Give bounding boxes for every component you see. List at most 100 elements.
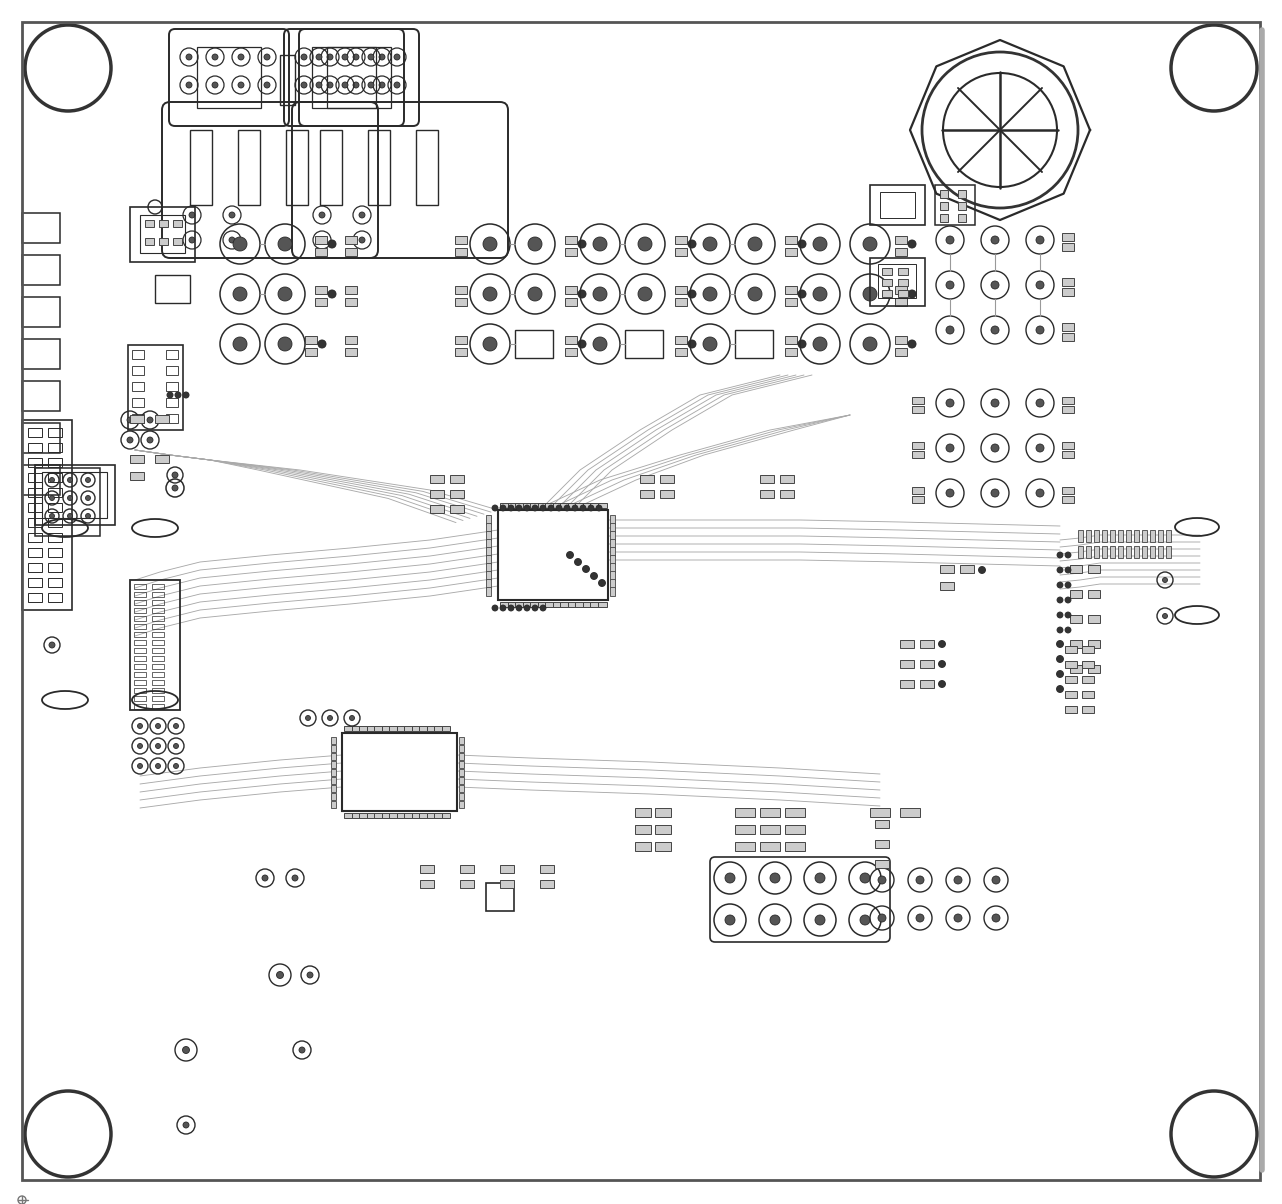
Bar xyxy=(1070,665,1082,673)
Circle shape xyxy=(813,337,827,352)
Circle shape xyxy=(908,290,917,299)
Bar xyxy=(22,297,60,327)
Bar xyxy=(785,842,805,851)
Bar xyxy=(1082,706,1094,713)
Circle shape xyxy=(176,393,181,399)
Bar xyxy=(1061,278,1074,287)
Bar xyxy=(779,476,794,483)
Bar xyxy=(351,813,359,818)
Bar xyxy=(785,299,797,306)
Bar xyxy=(153,704,164,709)
Bar xyxy=(565,236,577,244)
Bar xyxy=(486,515,491,524)
Bar xyxy=(135,672,146,677)
Circle shape xyxy=(264,54,271,60)
Circle shape xyxy=(319,212,326,218)
Bar xyxy=(135,584,146,589)
Bar xyxy=(286,130,308,205)
Bar xyxy=(545,503,554,508)
Bar xyxy=(660,476,674,483)
Bar xyxy=(388,726,397,731)
Bar xyxy=(47,594,62,602)
Circle shape xyxy=(599,579,605,586)
Bar xyxy=(459,745,464,752)
Bar xyxy=(159,238,168,244)
Bar xyxy=(1158,545,1163,557)
Circle shape xyxy=(726,873,735,883)
Bar xyxy=(28,503,42,512)
Circle shape xyxy=(878,914,886,922)
Bar xyxy=(367,726,374,731)
Bar xyxy=(785,348,797,356)
Bar xyxy=(1070,615,1082,622)
Bar xyxy=(197,47,262,108)
Circle shape xyxy=(1163,578,1168,583)
Bar xyxy=(153,600,164,604)
Bar xyxy=(545,602,554,607)
Bar xyxy=(760,842,779,851)
Bar xyxy=(1065,675,1077,683)
Bar xyxy=(155,415,169,423)
Circle shape xyxy=(508,504,514,510)
Circle shape xyxy=(137,744,142,749)
Circle shape xyxy=(770,873,779,883)
Bar xyxy=(28,443,42,452)
Bar xyxy=(129,580,179,710)
Circle shape xyxy=(327,82,333,88)
Bar xyxy=(359,726,367,731)
Bar xyxy=(635,808,651,818)
Circle shape xyxy=(567,551,573,559)
Bar xyxy=(870,185,926,225)
Bar xyxy=(515,503,524,508)
Circle shape xyxy=(591,572,597,579)
Circle shape xyxy=(264,82,271,88)
Bar xyxy=(459,793,464,799)
Circle shape xyxy=(946,444,954,452)
Bar xyxy=(940,214,947,222)
Circle shape xyxy=(483,337,497,352)
Bar xyxy=(342,733,456,811)
Bar xyxy=(878,264,917,299)
Bar xyxy=(1065,661,1077,668)
Circle shape xyxy=(212,54,218,60)
Bar xyxy=(655,842,670,851)
Bar xyxy=(153,656,164,661)
Bar xyxy=(1167,530,1170,542)
Circle shape xyxy=(1056,627,1063,633)
Circle shape xyxy=(368,82,374,88)
Bar xyxy=(1142,530,1147,542)
Bar xyxy=(785,825,805,834)
Bar xyxy=(940,202,947,209)
Bar xyxy=(1061,234,1074,241)
Bar xyxy=(135,608,146,613)
Circle shape xyxy=(813,287,827,301)
Bar xyxy=(450,476,464,483)
Bar xyxy=(900,641,914,648)
Bar xyxy=(912,442,924,449)
Bar xyxy=(404,726,412,731)
Bar xyxy=(331,769,336,777)
Circle shape xyxy=(528,237,542,250)
Bar xyxy=(676,287,687,294)
Circle shape xyxy=(726,915,735,925)
Circle shape xyxy=(1056,655,1064,662)
Bar xyxy=(897,268,908,275)
Circle shape xyxy=(173,763,178,768)
Bar xyxy=(35,465,115,525)
Bar xyxy=(900,808,920,818)
Circle shape xyxy=(299,1047,305,1054)
Circle shape xyxy=(233,337,247,352)
Bar xyxy=(486,523,491,532)
Bar xyxy=(412,813,419,818)
Bar xyxy=(900,660,914,668)
Circle shape xyxy=(991,399,999,407)
Bar xyxy=(135,624,146,628)
Bar xyxy=(382,726,390,731)
Bar xyxy=(420,864,435,873)
Bar xyxy=(159,220,168,228)
Bar xyxy=(331,761,336,768)
Circle shape xyxy=(770,915,779,925)
Bar xyxy=(735,808,755,818)
Bar xyxy=(1065,647,1077,653)
Circle shape xyxy=(574,559,582,566)
